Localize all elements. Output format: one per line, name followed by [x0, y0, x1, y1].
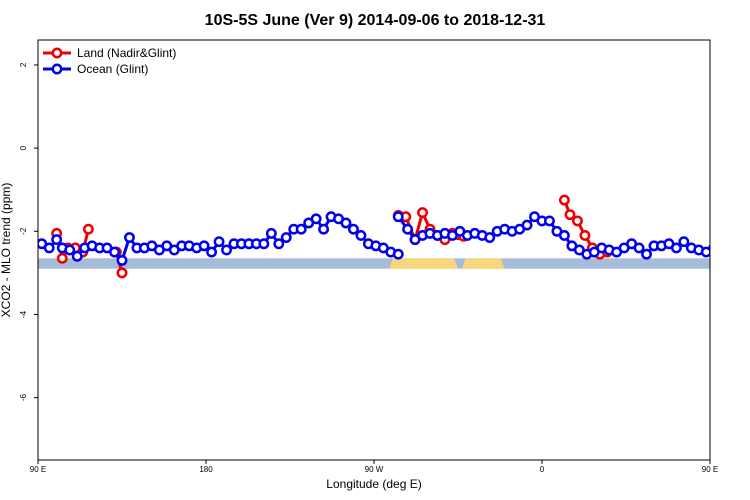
land-data-point: [558, 194, 570, 206]
ocean-data-point: [265, 227, 277, 239]
ocean-data-point: [678, 236, 690, 248]
ocean-data-point: [641, 248, 652, 260]
x-tick-label: 180: [199, 465, 213, 474]
y-tick-label: 0: [19, 145, 28, 150]
ocean-data-point: [273, 238, 285, 250]
x-tick-label: 90 E: [702, 465, 718, 474]
x-axis-label: Longitude (deg E): [326, 477, 421, 491]
ocean-data-point: [633, 242, 645, 254]
chart-title: 10S-5S June (Ver 9) 2014-09-06 to 2018-1…: [205, 12, 546, 29]
ocean-data-point: [558, 229, 570, 241]
ocean-data-point: [124, 232, 135, 243]
ocean-data-point: [348, 223, 359, 235]
y-axis-label: XCO2 - MLO trend (ppm): [0, 183, 13, 318]
ocean-data-point: [340, 217, 352, 229]
series-layer: [38, 194, 710, 279]
y-tick-label: -2: [19, 227, 28, 235]
land-band-segment: [729, 258, 750, 268]
ocean-data-point: [402, 223, 414, 235]
y-tick-label: -4: [19, 310, 28, 318]
ocean-data-point: [521, 219, 533, 231]
land-legend-label: Land (Nadir&Glint): [77, 46, 176, 60]
ocean-data-point: [206, 246, 218, 258]
y-tick-label: -6: [19, 394, 28, 402]
x-tick-label: 90 W: [365, 465, 384, 474]
ocean-data-point: [484, 232, 496, 243]
x-tick-label: 90 E: [30, 465, 46, 474]
ocean-data-point: [392, 248, 404, 260]
x-tick-label: 0: [540, 465, 545, 474]
land-data-point: [564, 209, 576, 221]
x-axis: 90 E 180 90 W 0 90 E: [30, 460, 718, 474]
ocean-data-point: [198, 240, 210, 252]
ocean-data-point: [700, 246, 710, 258]
ocean-data-point: [258, 238, 270, 250]
ocean-data-point: [392, 211, 404, 223]
ocean-data-point: [221, 244, 232, 256]
ocean-data-point: [708, 243, 710, 252]
ocean-data-point: [544, 215, 555, 227]
ocean-band: [38, 258, 710, 269]
ocean-data-point: [51, 234, 63, 246]
ocean-legend-marker: [51, 63, 63, 75]
ocean-data-point: [64, 244, 76, 256]
y-axis: 2 0 -2 -4 -6: [19, 62, 38, 401]
land-data-point: [82, 223, 94, 235]
legend: Land (Nadir&Glint) Ocean (Glint): [43, 46, 176, 76]
ocean-data-point: [310, 213, 322, 225]
land-data-point: [56, 252, 68, 264]
land-data-point: [579, 229, 591, 241]
ocean-data-point: [295, 223, 307, 235]
land-legend-marker: [51, 47, 63, 59]
ocean-data-point: [109, 246, 120, 258]
land-band-segment: [461, 258, 505, 269]
land-data-point: [572, 215, 583, 227]
y-tick-label: 2: [19, 62, 28, 67]
ocean-data-point: [116, 254, 128, 266]
ocean-legend-label: Ocean (Glint): [77, 62, 148, 76]
land-data-point: [116, 267, 128, 279]
ocean-data-point: [213, 236, 225, 248]
ocean-data-point: [318, 223, 330, 235]
land-ocean-band: [38, 258, 750, 269]
land-band-segment: [388, 258, 458, 269]
ocean-data-point: [71, 250, 83, 262]
ocean-data-point: [43, 242, 55, 254]
ocean-data-point: [670, 242, 682, 254]
ocean-data-point: [355, 229, 367, 241]
ocean-data-point: [280, 232, 292, 243]
land-data-point: [417, 207, 428, 219]
